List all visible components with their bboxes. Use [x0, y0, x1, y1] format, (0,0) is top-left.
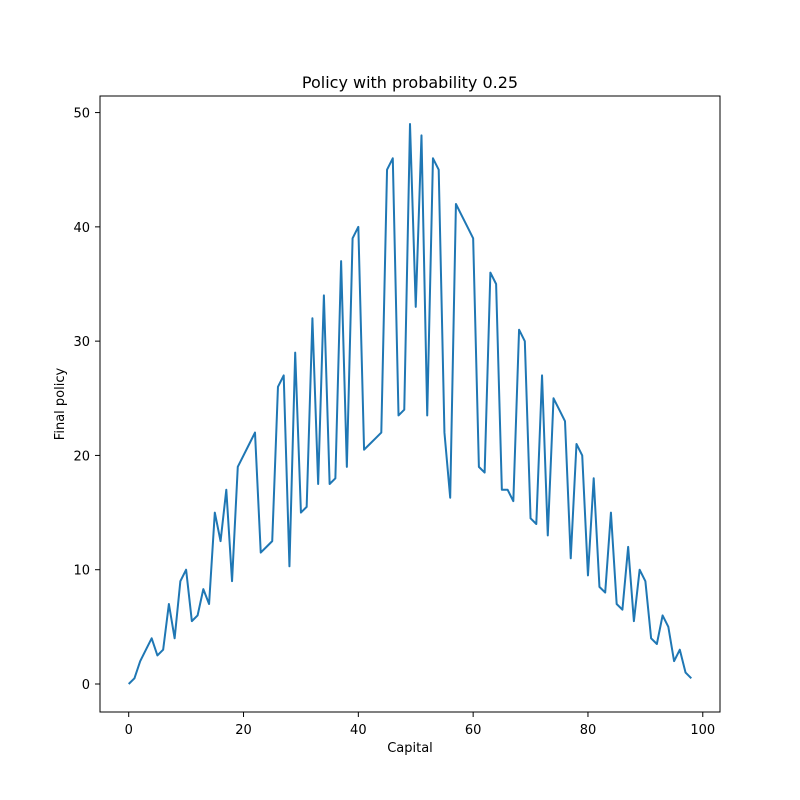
y-tick-label: 10: [73, 564, 90, 579]
plot-frame: [99, 95, 721, 713]
y-tick-label: 50: [73, 107, 90, 122]
x-tick-label: 80: [580, 723, 597, 738]
y-tick-label: 30: [73, 335, 90, 350]
y-axis: 0 10 20 30 40 50: [73, 107, 100, 693]
x-tick-label: 0: [125, 723, 133, 738]
y-tick-label: 40: [73, 221, 90, 236]
x-tick-label: 20: [235, 723, 252, 738]
x-tick-label: 100: [690, 723, 715, 738]
x-tick-label: 40: [350, 723, 367, 738]
x-axis: 0 20 40 60 80 100: [125, 712, 715, 738]
x-tick-label: 60: [465, 723, 482, 738]
y-axis-label: Final policy: [53, 368, 68, 441]
series-line-0: [127, 123, 693, 685]
series-layer: [127, 123, 693, 685]
y-tick-label: 0: [82, 678, 90, 693]
y-tick-label: 20: [73, 449, 90, 464]
chart-title: Policy with probability 0.25: [302, 73, 518, 92]
plot-area: [100, 96, 720, 712]
x-axis-label: Capital: [387, 741, 433, 756]
